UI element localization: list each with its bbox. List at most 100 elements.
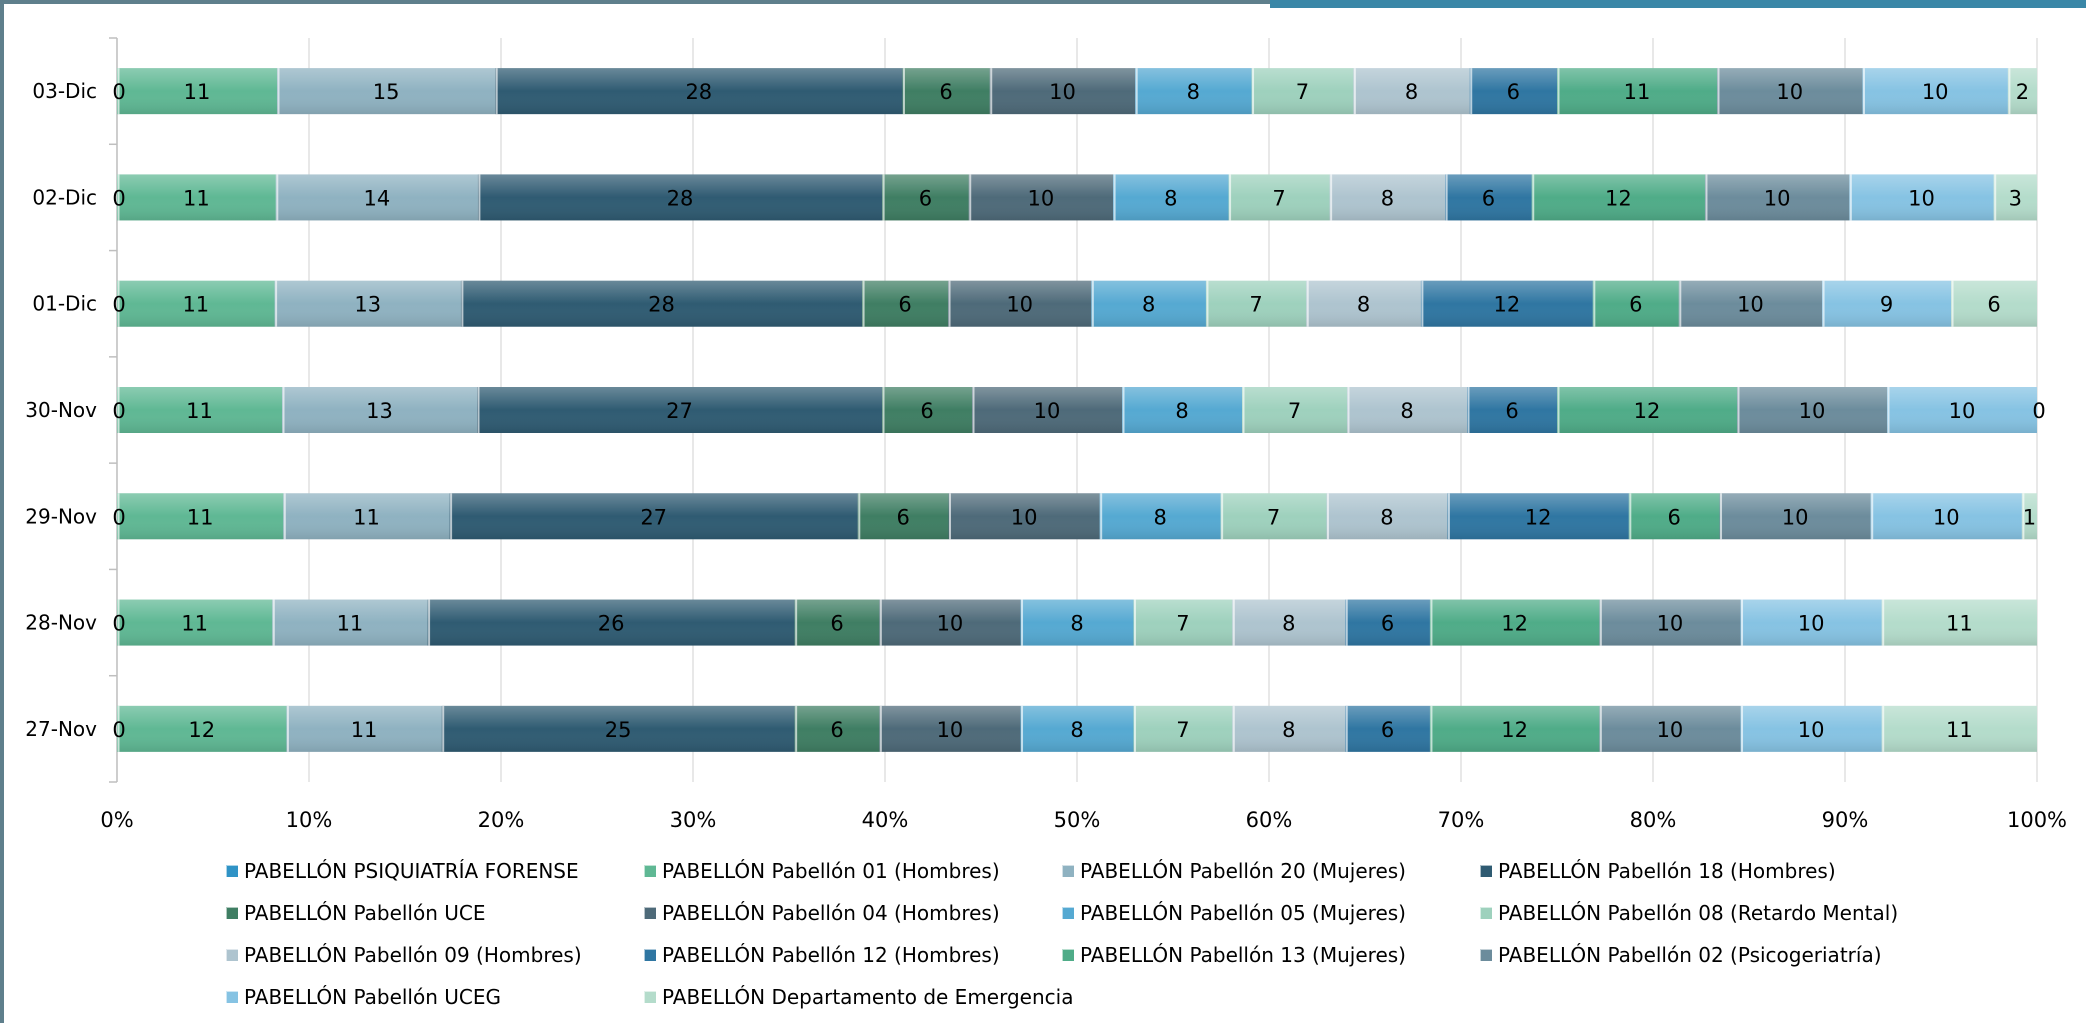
legend-label: PABELLÓN Pabellón UCEG bbox=[244, 985, 501, 1009]
data-label: 10 bbox=[1922, 80, 1949, 104]
data-label: 6 bbox=[896, 505, 909, 529]
data-label: 8 bbox=[1142, 293, 1155, 317]
bar-segment-sheen bbox=[1887, 387, 2037, 433]
bar-segment-sheen bbox=[2007, 68, 2037, 115]
bar-segment-sheen bbox=[1531, 174, 1705, 221]
data-label: 10 bbox=[1799, 399, 1826, 423]
bar-segment-sheen bbox=[1429, 599, 1600, 646]
data-label: 10 bbox=[1737, 293, 1764, 317]
bar-segment-sheen bbox=[117, 280, 275, 327]
legend-label: PABELLÓN Pabellón 20 (Mujeres) bbox=[1080, 859, 1406, 883]
data-label: 12 bbox=[1634, 399, 1661, 423]
data-label: 8 bbox=[1405, 80, 1418, 104]
data-label: 6 bbox=[939, 80, 952, 104]
legend-label: PABELLÓN Pabellón 09 (Hombres) bbox=[244, 943, 582, 967]
bar-segment-sheen bbox=[1020, 599, 1134, 646]
bar-segment-sheen bbox=[1849, 174, 1994, 221]
data-label: 10 bbox=[1949, 399, 1976, 423]
bar-segment-sheen bbox=[1345, 705, 1430, 752]
x-axis-ticks: 0% 10% 20% 30% 40% 50% 60% 70% 80% 90% 100% bbox=[100, 808, 2067, 832]
data-label: 1 bbox=[2023, 505, 2036, 529]
bar-segment-sheen bbox=[972, 387, 1122, 433]
data-label: 8 bbox=[1164, 186, 1177, 210]
legend-item: PABELLÓN Pabellón 09 (Hombres) bbox=[226, 940, 644, 970]
data-label: 11 bbox=[351, 718, 378, 742]
bar-segment-sheen bbox=[2021, 493, 2037, 540]
data-label: 8 bbox=[1187, 80, 1200, 104]
bar-segment-sheen bbox=[1113, 174, 1229, 221]
bar-segment-sheen bbox=[879, 705, 1021, 752]
category-label: 30-Nov bbox=[25, 398, 97, 422]
x-tick-label: 90% bbox=[1822, 808, 1869, 832]
data-label: 25 bbox=[605, 718, 632, 742]
data-label: 0 bbox=[112, 399, 125, 423]
data-label: 10 bbox=[937, 718, 964, 742]
bar-segment-sheen bbox=[1740, 599, 1882, 646]
data-label: 8 bbox=[1282, 612, 1295, 636]
bar-segment-sheen bbox=[286, 705, 442, 752]
bar-segment-sheen bbox=[948, 493, 1100, 540]
data-label: 28 bbox=[648, 293, 675, 317]
data-label: 7 bbox=[1288, 399, 1301, 423]
data-label: 6 bbox=[1381, 612, 1394, 636]
data-label: 11 bbox=[1946, 612, 1973, 636]
bar-segment-sheen bbox=[1737, 387, 1887, 433]
legend: PABELLÓN PSIQUIATRÍA FORENSE PABELLÓN Pab… bbox=[226, 856, 2026, 1012]
legend-swatch bbox=[1062, 907, 1074, 919]
bar-segment-sheen bbox=[1557, 68, 1717, 115]
bar-segment-sheen bbox=[1881, 599, 2037, 646]
bar-segment-sheen bbox=[1881, 705, 2037, 752]
bar-segment-sheen bbox=[1719, 493, 1871, 540]
bar-segment-sheen bbox=[1445, 174, 1532, 221]
frame-top-border bbox=[0, 0, 1270, 4]
bar-segment-sheen bbox=[1329, 174, 1446, 221]
bar-segment-sheen bbox=[948, 280, 1092, 327]
bar-segment-sheen bbox=[449, 493, 858, 540]
data-label: 11 bbox=[1624, 80, 1651, 104]
bar-segment-sheen bbox=[1326, 493, 1448, 540]
bar-segment-sheen bbox=[1557, 387, 1737, 433]
bar-segment-sheen bbox=[1628, 493, 1720, 540]
bar-segment-sheen bbox=[1467, 387, 1557, 433]
data-label: 11 bbox=[187, 505, 214, 529]
data-label: 0 bbox=[112, 612, 125, 636]
data-label: 11 bbox=[337, 612, 364, 636]
bar-segment-sheen bbox=[427, 599, 795, 646]
bar-segment-sheen bbox=[1347, 387, 1467, 433]
data-label: 8 bbox=[1380, 505, 1393, 529]
x-tick-label: 100% bbox=[2007, 808, 2067, 832]
legend-item: PABELLÓN Pabellón 02 (Psicogeriatría) bbox=[1480, 940, 1980, 970]
data-label: 13 bbox=[366, 399, 393, 423]
data-label: 10 bbox=[1782, 505, 1809, 529]
bar-segment-sheen bbox=[882, 387, 972, 433]
x-tick-label: 40% bbox=[862, 808, 909, 832]
bar-segment-sheen bbox=[1122, 387, 1242, 433]
data-label: 6 bbox=[920, 399, 933, 423]
legend-swatch bbox=[1062, 865, 1074, 877]
bar-segment-sheen bbox=[1099, 493, 1221, 540]
data-label: 12 bbox=[1525, 505, 1552, 529]
legend-swatch bbox=[226, 949, 238, 961]
data-label: 0 bbox=[112, 293, 125, 317]
legend-item: PABELLÓN Pabellón 04 (Hombres) bbox=[644, 898, 1062, 928]
bar-segment-sheen bbox=[1951, 280, 2037, 327]
x-tick-label: 10% bbox=[286, 808, 333, 832]
data-label: 10 bbox=[1776, 80, 1803, 104]
bar-segment-sheen bbox=[1599, 599, 1741, 646]
legend-swatch bbox=[644, 907, 656, 919]
bar-segment-sheen bbox=[1135, 68, 1252, 115]
data-label: 11 bbox=[1946, 718, 1973, 742]
data-label: 15 bbox=[373, 80, 400, 104]
category-label: 03-Dic bbox=[32, 79, 97, 103]
data-label: 10 bbox=[937, 612, 964, 636]
data-label: 12 bbox=[1605, 186, 1632, 210]
bar-segment-sheen bbox=[1091, 280, 1206, 327]
bar-segment-sheen bbox=[794, 599, 880, 646]
bar-segment-sheen bbox=[794, 705, 880, 752]
bar-segment-sheen bbox=[282, 387, 477, 433]
data-label: 6 bbox=[1667, 505, 1680, 529]
legend-label: PABELLÓN Pabellón 02 (Psicogeriatría) bbox=[1498, 943, 1882, 967]
data-label: 10 bbox=[1908, 186, 1935, 210]
data-label: 7 bbox=[1296, 80, 1309, 104]
bar-segment-sheen bbox=[1447, 493, 1629, 540]
